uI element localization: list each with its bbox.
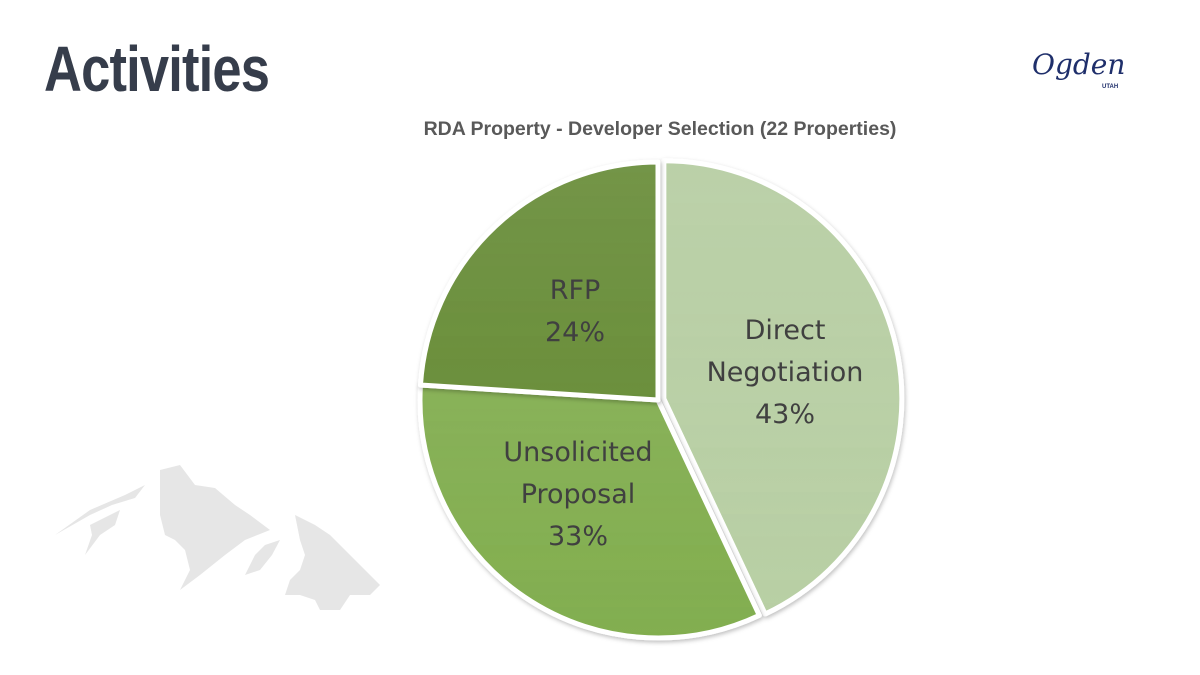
pie-slice-rfp <box>417 159 661 403</box>
slice-label-line: Direct <box>744 315 826 346</box>
slice-label-unsolicited-proposal: Unsolicited Proposal 33% <box>503 432 652 558</box>
slide-title: Activities <box>44 33 270 105</box>
ogden-logo: Ogden UTAH <box>1032 48 1125 90</box>
chart-title: RDA Property - Developer Selection (22 P… <box>423 118 897 140</box>
mountain-decoration-icon <box>55 465 380 610</box>
slice-label-line: Proposal <box>520 479 636 510</box>
slice-label-line: Negotiation <box>706 357 864 388</box>
slice-label-line: 24% <box>544 317 606 348</box>
pie-slice-unsolicited-proposal <box>417 382 762 641</box>
logo-text: Ogden <box>1032 48 1125 81</box>
slice-label-line: 33% <box>547 521 608 552</box>
slice-label-rfp: RFP 24% <box>545 270 605 354</box>
pie-svg <box>417 158 905 641</box>
slice-label-line: Unsolicited <box>503 437 653 468</box>
pie-slice-direct-negotiation <box>661 158 905 617</box>
pie-chart: Direct Negotiation 43% Unsolicited Proposal 3… <box>400 145 920 655</box>
slice-label-line: RFP <box>549 275 601 306</box>
slice-label-line: 43% <box>754 399 816 430</box>
slice-label-direct-negotiation: Direct Negotiation 43% <box>707 310 864 436</box>
logo-subtext: UTAH <box>1102 84 1118 90</box>
